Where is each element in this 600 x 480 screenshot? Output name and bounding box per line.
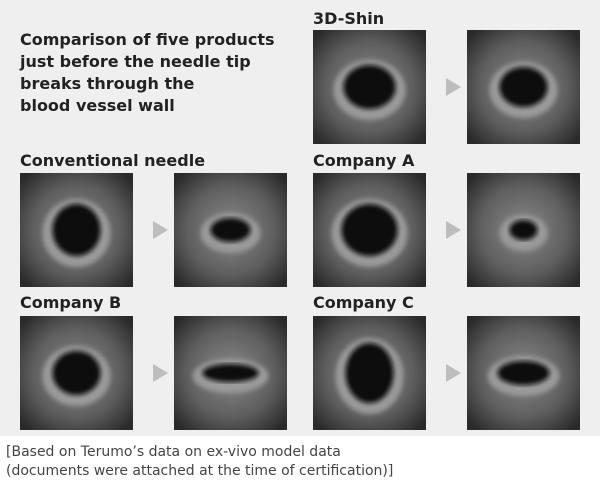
arrow (446, 364, 461, 382)
arrow (153, 364, 168, 382)
title-line: blood vessel wall (20, 96, 175, 115)
vessel-lumen (499, 67, 548, 107)
footnote-line: (documents were attached at the time of … (6, 463, 393, 479)
arrow (446, 78, 461, 96)
footer-background (0, 436, 600, 480)
vessel-lumen (52, 351, 101, 395)
title-line: breaks through the (20, 74, 194, 93)
footnote-line: [Based on Terumo’s data on ex-vivo model… (6, 444, 341, 460)
panel-label: Company B (20, 293, 121, 312)
arrow (153, 221, 168, 239)
vessel-lumen (345, 343, 394, 403)
panel-label: Conventional needle (20, 151, 205, 170)
vessel-lumen (210, 218, 251, 242)
vessel-lumen (52, 204, 101, 256)
vessel-lumen (341, 204, 398, 256)
vessel-lumen (343, 65, 396, 109)
panel-label: Company C (313, 293, 414, 312)
vessel-lumen (497, 361, 550, 385)
title-line: just before the needle tip (19, 52, 251, 71)
title-line: Comparison of five products (20, 30, 275, 49)
panel-label: Company A (313, 151, 415, 170)
vessel-lumen (202, 364, 259, 382)
arrow (446, 221, 461, 239)
panel-label: 3D-Shin (313, 9, 384, 28)
vessel-lumen (509, 220, 538, 240)
